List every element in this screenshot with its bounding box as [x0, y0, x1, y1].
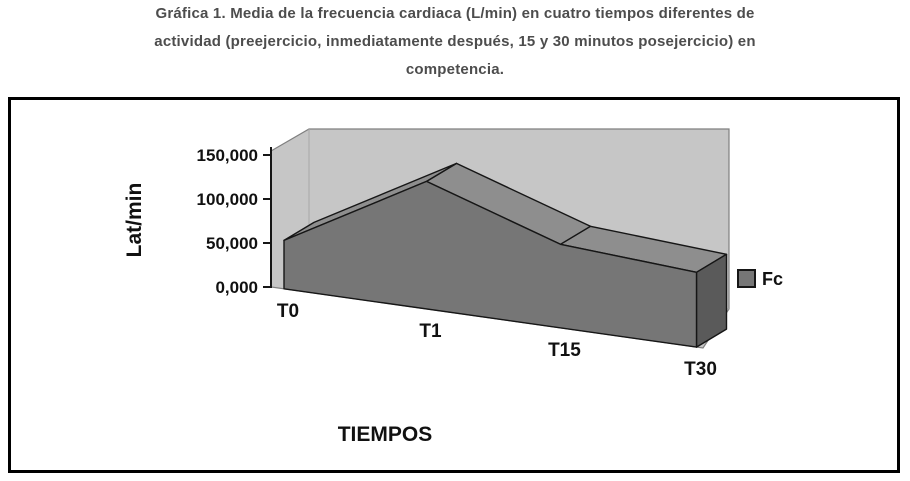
legend-swatch-icon — [737, 269, 756, 288]
x-category-label: T30 — [684, 359, 717, 380]
axis-titles: Lat/min TIEMPOS — [123, 183, 432, 446]
legend: Fc — [737, 269, 783, 289]
figure-caption-line-1: Gráfica 1. Media de la frecuencia cardia… — [155, 5, 755, 22]
x-category-label: T15 — [548, 340, 581, 361]
y-tick-label: 150,000 — [197, 146, 258, 165]
figure-caption: Gráfica 1. Media de la frecuencia cardia… — [0, 0, 910, 84]
x-category-label: T0 — [277, 301, 299, 322]
area-series-fc — [283, 162, 728, 348]
figure-caption-line-3: competencia. — [405, 61, 505, 78]
chart-frame: 150,000 100,000 50,000 0,000 T0 T1 T15 T30 Lat/… — [8, 97, 900, 473]
y-tick-label: 0,000 — [215, 278, 258, 297]
y-tick-label: 100,000 — [197, 190, 258, 209]
legend-label: Fc — [762, 269, 783, 289]
figure-caption-line-2: actividad (preejercicio, inmediatamente … — [154, 33, 756, 50]
area-front-face — [283, 180, 698, 348]
x-axis-title: TIEMPOS — [338, 423, 433, 446]
y-tick-label: 50,000 — [206, 234, 258, 253]
area-chart-3d: 150,000 100,000 50,000 0,000 T0 T1 T15 T30 Lat/… — [123, 128, 783, 446]
x-category-label: T1 — [419, 321, 442, 342]
chart-axes: 150,000 100,000 50,000 0,000 T0 T1 T15 T30 — [197, 146, 717, 380]
y-axis-title: Lat/min — [123, 183, 146, 258]
